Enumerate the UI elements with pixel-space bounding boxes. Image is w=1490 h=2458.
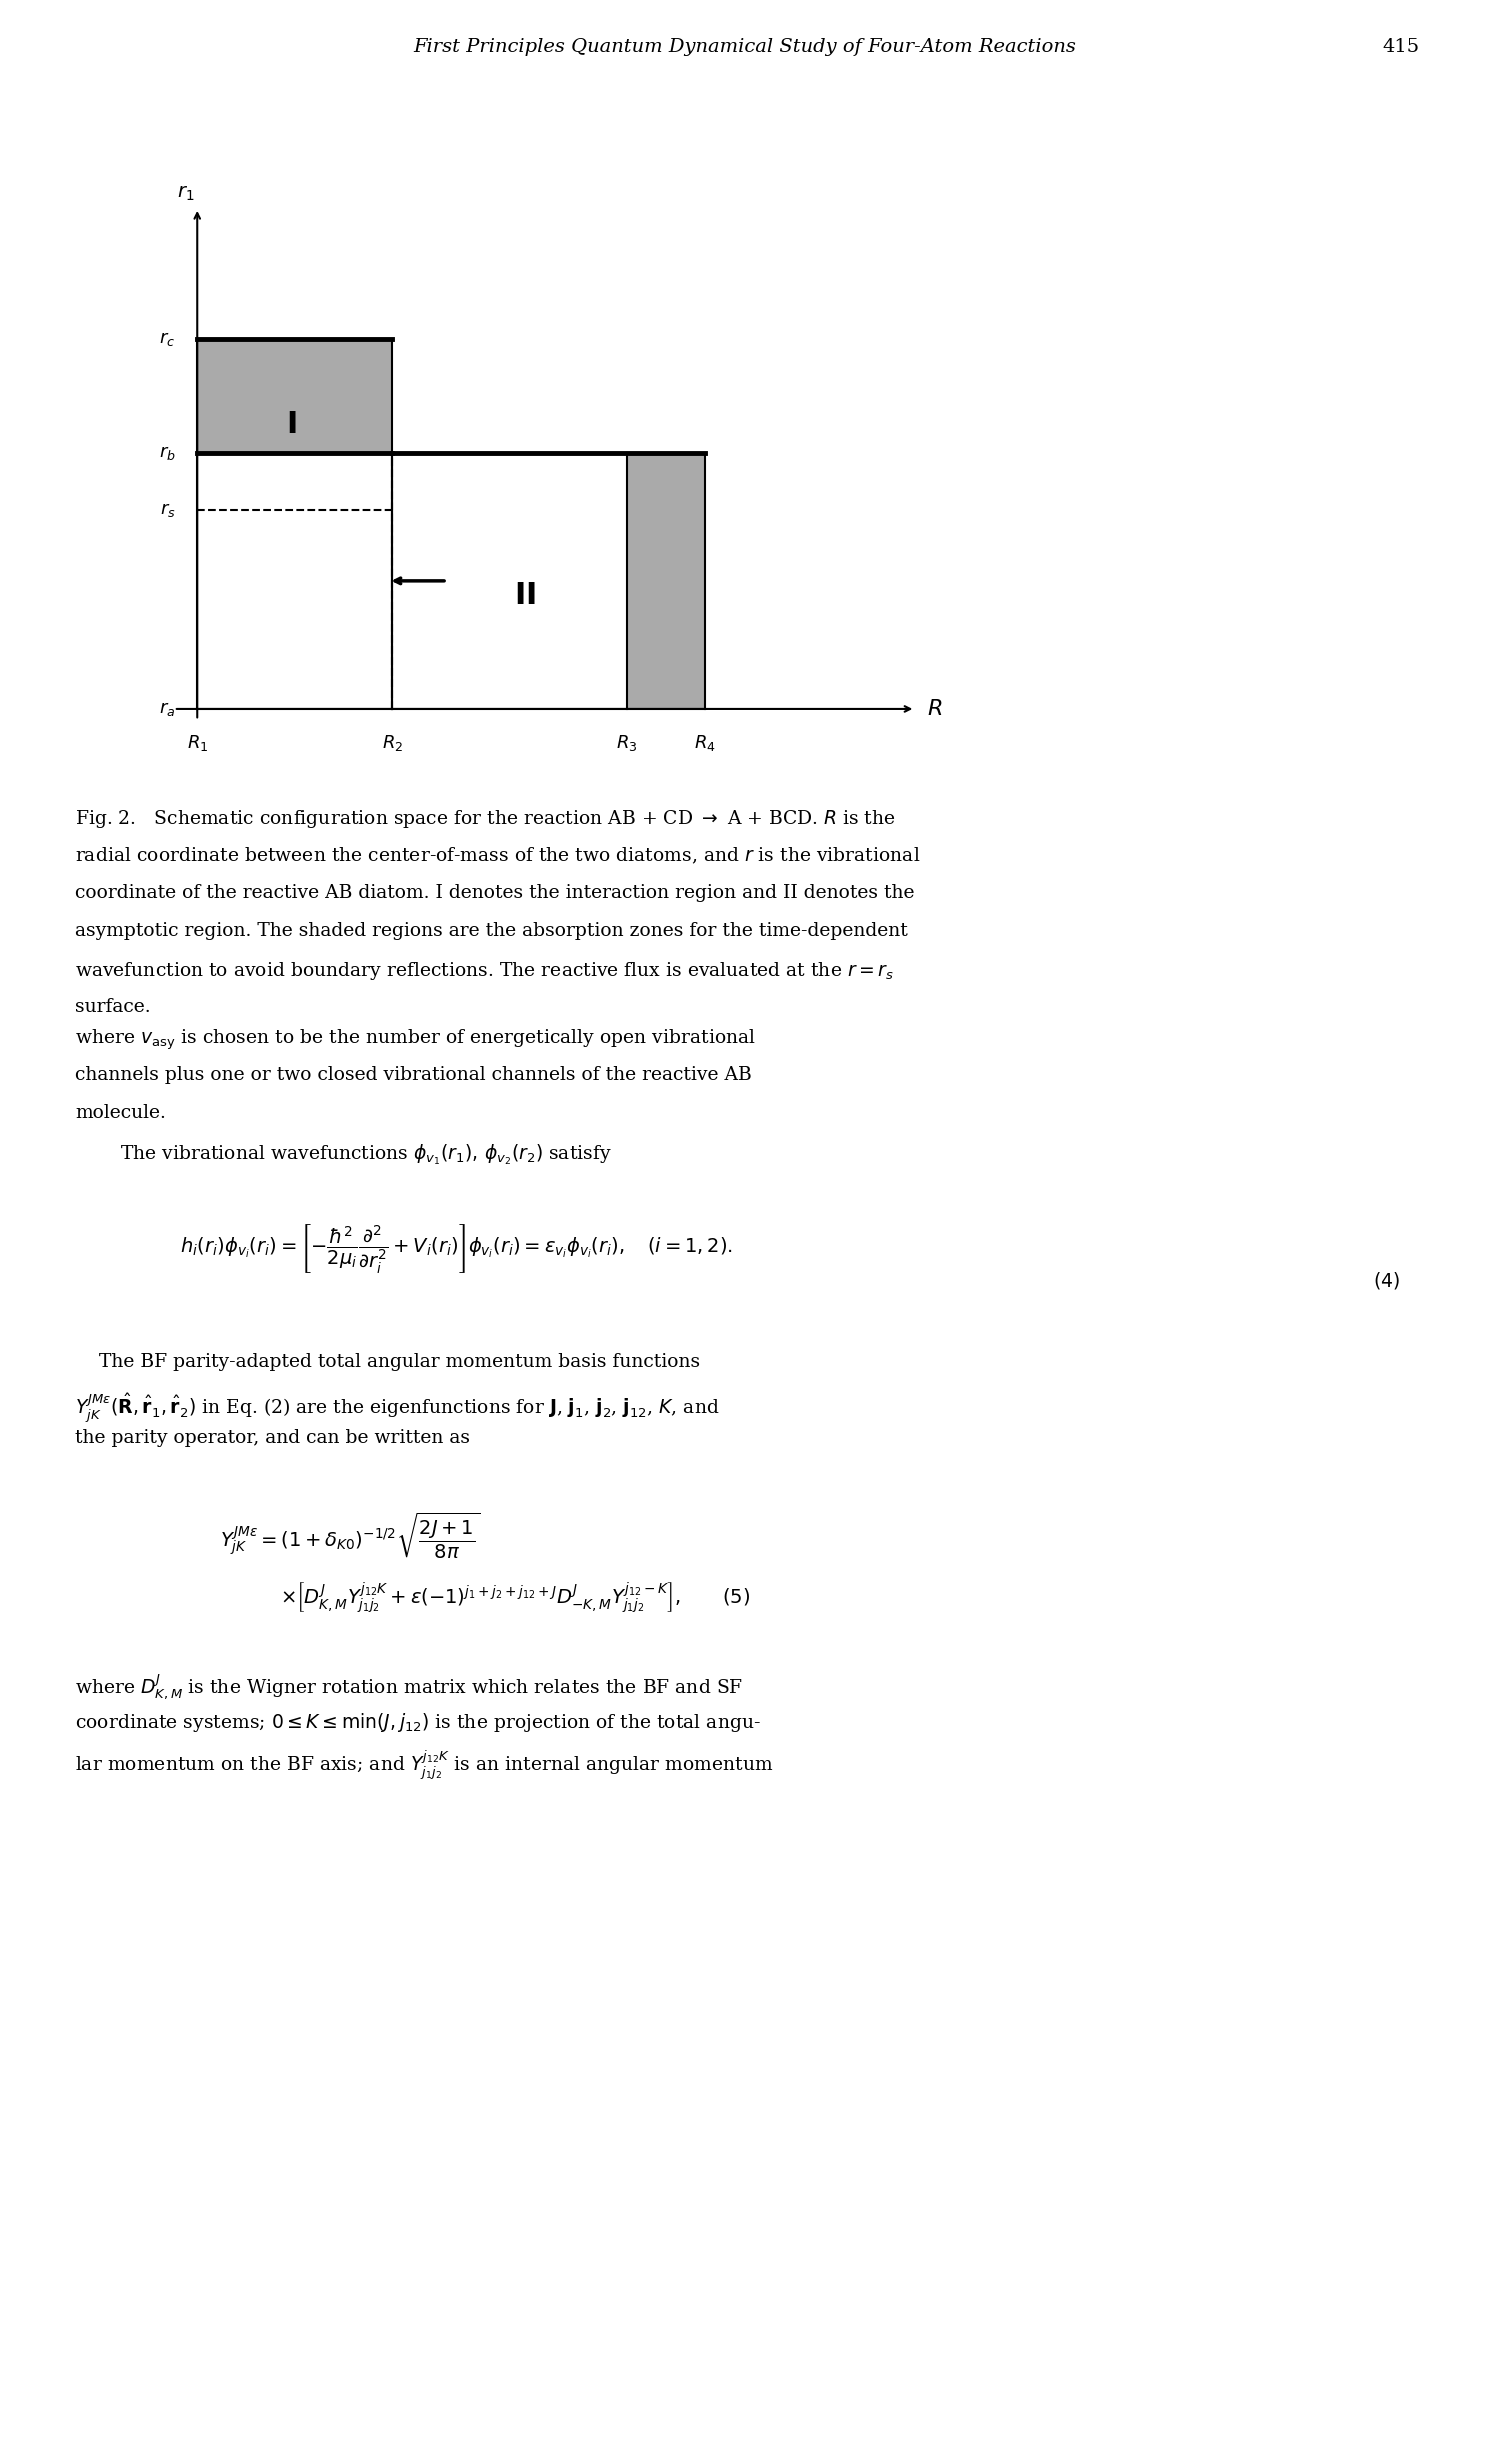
Bar xyxy=(197,339,392,452)
Text: $\times\left[D_{K,M}^J Y_{j_1 j_2}^{j_{12}K} + \varepsilon(-1)^{j_1+j_2+j_{12}+J: $\times\left[D_{K,M}^J Y_{j_1 j_2}^{j_{1… xyxy=(280,1580,751,1615)
Bar xyxy=(626,452,705,708)
Text: asymptotic region. The shaded regions are the absorption zones for the time-depe: asymptotic region. The shaded regions ar… xyxy=(74,922,907,939)
Text: coordinate systems; $0 \leq K \leq \min(J, j_{12})$ is the projection of the tot: coordinate systems; $0 \leq K \leq \min(… xyxy=(74,1711,761,1733)
Text: $R_3$: $R_3$ xyxy=(615,732,638,752)
Text: $R_4$: $R_4$ xyxy=(694,732,715,752)
Text: $r_s$: $r_s$ xyxy=(159,501,176,519)
Text: surface.: surface. xyxy=(74,998,150,1015)
Text: the parity operator, and can be written as: the parity operator, and can be written … xyxy=(74,1431,469,1448)
Text: $r_1$: $r_1$ xyxy=(177,184,194,204)
Text: $Y_{jK}^{JM\varepsilon} = (1+\delta_{K0})^{-1/2}\sqrt{\dfrac{2J+1}{8\pi}}$: $Y_{jK}^{JM\varepsilon} = (1+\delta_{K0}… xyxy=(221,1512,480,1561)
Text: $h_i(r_i)\phi_{v_i}(r_i) = \left[-\dfrac{\hbar^2}{2\mu_i}\dfrac{\partial^2}{\par: $h_i(r_i)\phi_{v_i}(r_i) = \left[-\dfrac… xyxy=(180,1222,733,1276)
Text: First Principles Quantum Dynamical Study of Four-Atom Reactions: First Principles Quantum Dynamical Study… xyxy=(414,37,1076,57)
Text: The BF parity-adapted total angular momentum basis functions: The BF parity-adapted total angular mome… xyxy=(74,1354,700,1372)
Text: channels plus one or two closed vibrational channels of the reactive AB: channels plus one or two closed vibratio… xyxy=(74,1067,752,1084)
Text: $R_2$: $R_2$ xyxy=(381,732,402,752)
Text: $(4)$: $(4)$ xyxy=(1374,1271,1401,1290)
Text: $R_1$: $R_1$ xyxy=(186,732,209,752)
Text: where $D_{K,M}^J$ is the Wigner rotation matrix which relates the BF and SF: where $D_{K,M}^J$ is the Wigner rotation… xyxy=(74,1674,744,1701)
Text: $r_b$: $r_b$ xyxy=(158,445,176,462)
Text: radial coordinate between the center-of-mass of the two diatoms, and $r$ is the : radial coordinate between the center-of-… xyxy=(74,846,921,865)
Text: coordinate of the reactive AB diatom. I denotes the interaction region and II de: coordinate of the reactive AB diatom. I … xyxy=(74,885,915,902)
Text: $\mathbf{I}$: $\mathbf{I}$ xyxy=(286,408,297,440)
Text: 415: 415 xyxy=(1383,37,1420,57)
Text: $\mathbf{II}$: $\mathbf{II}$ xyxy=(514,580,536,610)
Text: where $v_{\mathrm{asy}}$ is chosen to be the number of energetically open vibrat: where $v_{\mathrm{asy}}$ is chosen to be… xyxy=(74,1027,755,1052)
Text: lar momentum on the BF axis; and $Y_{j_1 j_2}^{j_{12}K}$ is an internal angular : lar momentum on the BF axis; and $Y_{j_1… xyxy=(74,1748,773,1782)
Text: wavefunction to avoid boundary reflections. The reactive flux is evaluated at th: wavefunction to avoid boundary reflectio… xyxy=(74,961,894,983)
Text: $r_a$: $r_a$ xyxy=(159,701,176,718)
Text: $R$: $R$ xyxy=(927,698,942,720)
Text: The vibrational wavefunctions $\phi_{v_1}(r_1),\, \phi_{v_2}(r_2)$ satisfy: The vibrational wavefunctions $\phi_{v_1… xyxy=(121,1143,612,1168)
Text: $Y_{jK}^{JM\varepsilon}(\hat{\mathbf{R}},\hat{\mathbf{r}}_1,\hat{\mathbf{r}}_2)$: $Y_{jK}^{JM\varepsilon}(\hat{\mathbf{R}}… xyxy=(74,1391,720,1426)
Text: $r_c$: $r_c$ xyxy=(159,329,176,349)
Text: molecule.: molecule. xyxy=(74,1104,165,1121)
Text: Fig. 2.   Schematic configuration space for the reaction AB + CD $\rightarrow$ A: Fig. 2. Schematic configuration space fo… xyxy=(74,809,895,831)
